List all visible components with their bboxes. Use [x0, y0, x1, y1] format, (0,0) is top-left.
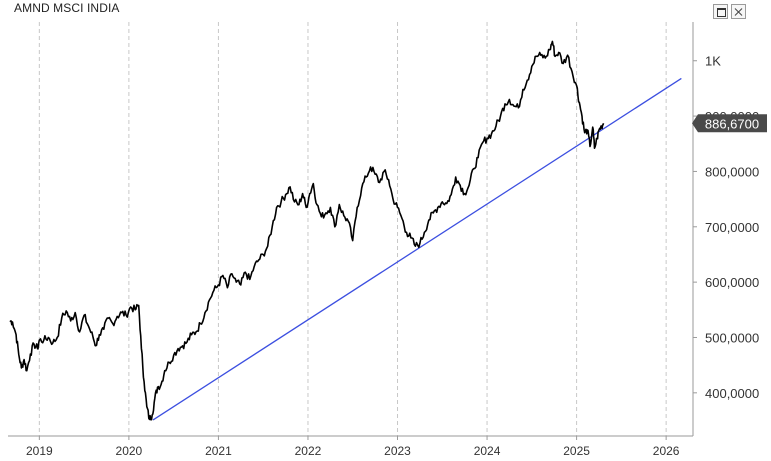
x-tick-label: 2021 — [205, 444, 232, 458]
x-tick-label: 2024 — [474, 444, 501, 458]
x-tick-label: 2026 — [653, 444, 680, 458]
x-axis-ticks: 2019 2020 2021 2022 2023 2024 2025 2026 — [26, 436, 680, 458]
x-tick-label: 2022 — [295, 444, 322, 458]
restore-window-icon[interactable] — [713, 4, 728, 19]
x-tick-label: 2023 — [384, 444, 411, 458]
x-tick-label: 2020 — [116, 444, 143, 458]
chart-title: AMND MSCI INDIA — [14, 1, 120, 15]
x-tick-label: 2019 — [26, 444, 53, 458]
last-value-marker: 886,6700 — [692, 114, 767, 133]
y-tick-label: 700,0000 — [705, 220, 759, 235]
y-tick-label: 800,0000 — [705, 164, 759, 179]
y-tick-label: 600,0000 — [705, 275, 759, 290]
y-axis-ticks: 400,0000 500,0000 600,0000 700,0000 800,0000… — [693, 54, 759, 401]
y-tick-label: 1K — [705, 54, 721, 69]
x-tick-label: 2025 — [563, 444, 590, 458]
trendline-layer — [152, 77, 682, 421]
y-tick-label: 400,0000 — [705, 386, 759, 401]
last-value-badge — [692, 114, 767, 133]
close-icon[interactable] — [731, 4, 746, 19]
gridlines — [38, 22, 667, 436]
trendline[interactable] — [152, 77, 682, 421]
price-series-line[interactable] — [9, 40, 605, 421]
last-value-text: 886,6700 — [705, 116, 759, 131]
price-layer — [9, 40, 605, 421]
y-tick-label: 500,0000 — [705, 330, 759, 345]
